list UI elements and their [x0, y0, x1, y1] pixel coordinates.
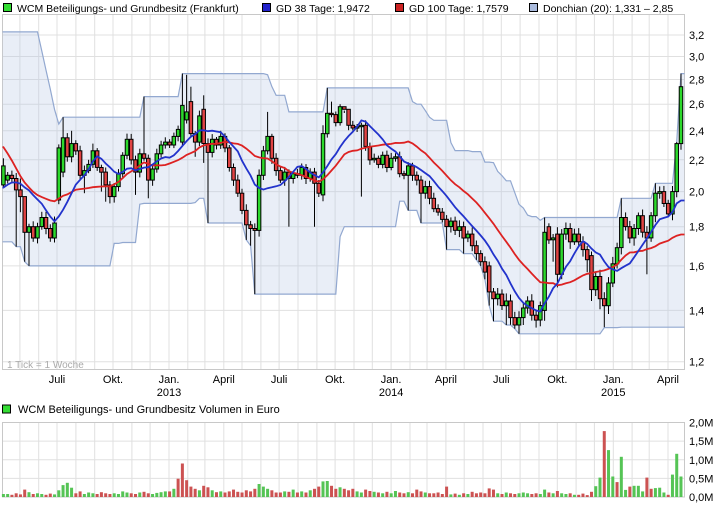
svg-text:2,8: 2,8	[689, 75, 704, 87]
svg-text:Juli: Juli	[271, 374, 288, 386]
svg-text:2,4: 2,4	[689, 126, 704, 138]
svg-text:Jan.: Jan.	[603, 374, 624, 386]
svg-text:WCM Beteiligungs- und Grundbes: WCM Beteiligungs- und Grundbesitz Volume…	[18, 404, 280, 416]
svg-text:1,4: 1,4	[689, 305, 704, 317]
svg-text:2013: 2013	[157, 387, 181, 399]
svg-text:1,6: 1,6	[689, 261, 704, 273]
svg-text:0,5M: 0,5M	[689, 473, 713, 485]
svg-text:WCM Beteiligungs- und Grundbes: WCM Beteiligungs- und Grundbesitz (Frank…	[17, 3, 239, 15]
svg-text:1,5M: 1,5M	[689, 436, 713, 448]
svg-text:0,0M: 0,0M	[689, 492, 713, 504]
svg-text:1,0M: 1,0M	[689, 455, 713, 467]
svg-text:1 Tick = 1 Woche: 1 Tick = 1 Woche	[7, 360, 84, 371]
svg-text:1,2: 1,2	[689, 357, 704, 369]
svg-text:GD 100 Tage: 1,7579: GD 100 Tage: 1,7579	[409, 3, 509, 15]
svg-text:2,0M: 2,0M	[689, 418, 713, 430]
svg-text:April: April	[213, 374, 235, 386]
svg-text:2,2: 2,2	[689, 155, 704, 167]
svg-text:Jan.: Jan.	[381, 374, 402, 386]
svg-text:3,2: 3,2	[689, 30, 704, 42]
svg-text:Okt.: Okt.	[325, 374, 345, 386]
svg-text:3,0: 3,0	[689, 52, 704, 64]
svg-text:April: April	[435, 374, 457, 386]
svg-text:1,8: 1,8	[689, 222, 704, 234]
svg-text:2014: 2014	[379, 387, 403, 399]
svg-text:April: April	[657, 374, 679, 386]
svg-text:2015: 2015	[601, 387, 625, 399]
svg-text:Juli: Juli	[49, 374, 66, 386]
svg-text:Okt.: Okt.	[547, 374, 567, 386]
svg-text:2,6: 2,6	[689, 99, 704, 111]
svg-text:Juli: Juli	[493, 374, 510, 386]
svg-text:Jan.: Jan.	[159, 374, 180, 386]
svg-text:Donchian (20): 1,331 – 2,85: Donchian (20): 1,331 – 2,85	[543, 3, 673, 15]
svg-text:2,0: 2,0	[689, 187, 704, 199]
svg-text:Okt.: Okt.	[103, 374, 123, 386]
svg-text:GD 38 Tage: 1,9472: GD 38 Tage: 1,9472	[276, 3, 370, 15]
